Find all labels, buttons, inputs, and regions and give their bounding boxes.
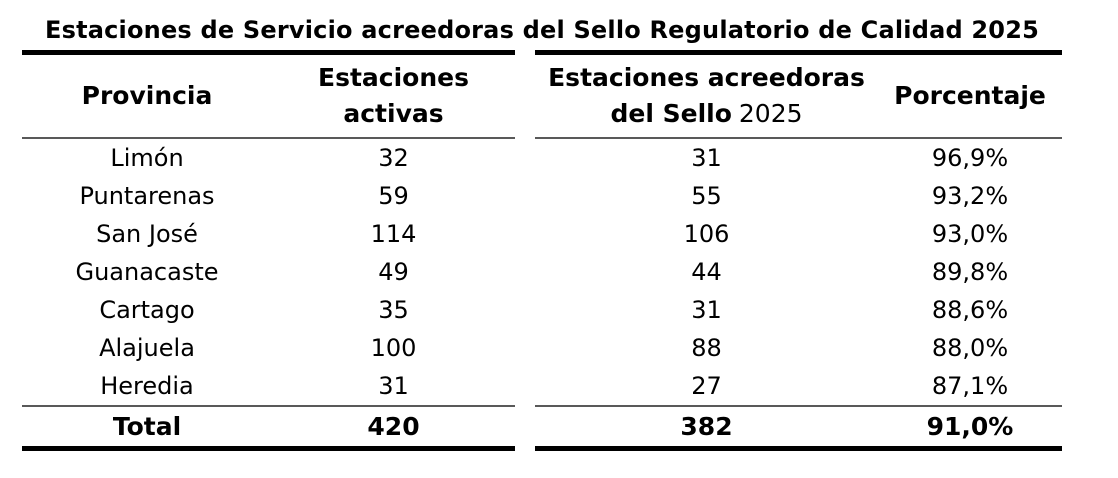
table-row: Guanacaste 49 44 89,8% — [22, 253, 1062, 291]
cell-estaciones-acreedoras: 31 — [691, 296, 722, 324]
top-rule-left-segment — [22, 50, 515, 55]
cell-porcentaje: 93,0% — [931, 220, 1009, 248]
header-label-line1: Estaciones acreedoras — [548, 63, 865, 92]
header-label-line1: Estaciones — [318, 63, 469, 92]
cell-provincia: Heredia — [100, 372, 194, 400]
bottom-rule-left-segment — [22, 446, 515, 451]
table-row: San José 114 106 93,0% — [22, 215, 1062, 253]
cell-porcentaje: 87,1% — [931, 372, 1009, 400]
header-divider-rule — [22, 137, 1062, 139]
cell-estaciones-acreedoras: 31 — [691, 144, 722, 172]
table-row: Limón 32 31 96,9% — [22, 139, 1062, 177]
cell-estaciones-activas: 35 — [378, 296, 409, 324]
cell-porcentaje: 88,0% — [931, 334, 1009, 362]
total-divider-left-segment — [22, 405, 515, 407]
column-header-porcentaje: Porcentaje — [878, 55, 1062, 137]
cell-total-estaciones-activas: 420 — [367, 412, 420, 441]
cell-estaciones-activas: 49 — [378, 258, 409, 286]
column-gap — [515, 407, 535, 446]
bottom-rule — [22, 446, 1062, 451]
total-divider-right-segment — [535, 405, 1062, 407]
cell-total-porcentaje: 91,0% — [926, 412, 1014, 441]
cell-provincia: Limón — [110, 144, 184, 172]
cell-estaciones-acreedoras: 88 — [691, 334, 722, 362]
total-row: Total 420 382 91,0% — [22, 407, 1062, 446]
cell-provincia: Alajuela — [99, 334, 195, 362]
cell-total-estaciones-acreedoras: 382 — [680, 412, 733, 441]
column-gap — [515, 367, 535, 405]
column-gap — [515, 329, 535, 367]
rule-gap — [515, 446, 535, 447]
cell-estaciones-acreedoras: 44 — [691, 258, 722, 286]
cell-provincia: Puntarenas — [79, 182, 215, 210]
header-label: Porcentaje — [894, 81, 1046, 110]
header-divider-right-segment — [535, 137, 1062, 139]
top-rule-right-segment — [535, 50, 1062, 55]
column-gap — [515, 215, 535, 253]
header-label: Provincia — [81, 81, 213, 110]
column-gap — [515, 55, 535, 137]
table-title: Estaciones de Servicio acreedoras del Se… — [44, 16, 1040, 44]
header-label-bold-part: del Sello — [610, 99, 732, 128]
bottom-rule-right-segment — [535, 446, 1062, 451]
header-row: Provincia Estaciones activas Estaciones … — [22, 55, 1062, 137]
cell-porcentaje: 96,9% — [931, 144, 1009, 172]
cell-porcentaje: 88,6% — [931, 296, 1009, 324]
cell-estaciones-acreedoras: 27 — [691, 372, 722, 400]
cell-total-label: Total — [112, 412, 182, 441]
top-rule — [22, 50, 1062, 55]
table-row: Puntarenas 59 55 93,2% — [22, 177, 1062, 215]
table-row: Cartago 35 31 88,6% — [22, 291, 1062, 329]
rule-gap — [515, 137, 535, 138]
header-divider-left-segment — [22, 137, 515, 139]
column-header-estaciones-acreedoras: Estaciones acreedoras del Sello 2025 — [535, 55, 878, 137]
cell-estaciones-acreedoras: 106 — [683, 220, 730, 248]
column-header-estaciones-activas: Estaciones activas — [272, 55, 515, 137]
data-table: Provincia Estaciones activas Estaciones … — [22, 50, 1062, 451]
column-gap — [515, 291, 535, 329]
cell-porcentaje: 93,2% — [931, 182, 1009, 210]
rule-gap — [515, 50, 535, 51]
cell-estaciones-activas: 100 — [370, 334, 417, 362]
cell-estaciones-activas: 114 — [370, 220, 417, 248]
cell-estaciones-acreedoras: 55 — [691, 182, 722, 210]
cell-provincia: Guanacaste — [75, 258, 219, 286]
cell-estaciones-activas: 31 — [378, 372, 409, 400]
header-label-line2: activas — [343, 99, 444, 128]
column-gap — [515, 177, 535, 215]
total-divider-rule — [22, 405, 1062, 407]
header-label-regular-part: 2025 — [738, 99, 803, 128]
table-row: Heredia 31 27 87,1% — [22, 367, 1062, 405]
cell-estaciones-activas: 59 — [378, 182, 409, 210]
column-header-provincia: Provincia — [22, 55, 272, 137]
cell-estaciones-activas: 32 — [378, 144, 409, 172]
cell-provincia: Cartago — [99, 296, 195, 324]
column-gap — [515, 253, 535, 291]
cell-porcentaje: 89,8% — [931, 258, 1009, 286]
table-row: Alajuela 100 88 88,0% — [22, 329, 1062, 367]
header-label-line2: del Sello 2025 — [610, 96, 802, 132]
cell-provincia: San José — [96, 220, 198, 248]
rule-gap — [515, 405, 535, 406]
column-gap — [515, 139, 535, 177]
